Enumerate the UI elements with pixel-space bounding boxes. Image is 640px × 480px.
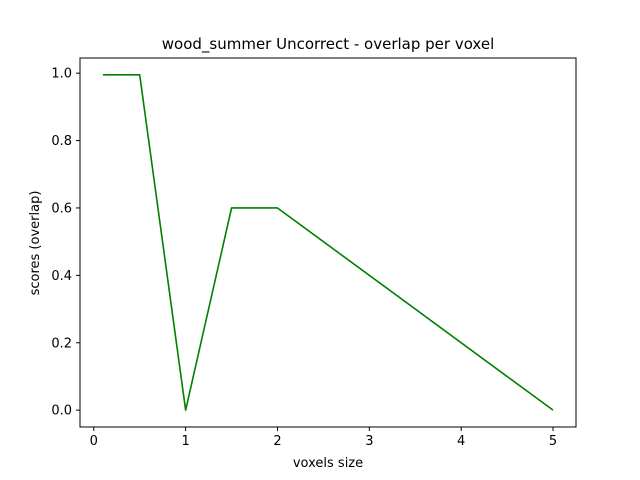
y-axis-label: scores (overlap) [28, 191, 43, 296]
y-tick-label: 0.6 [51, 201, 72, 216]
x-tick-label: 1 [181, 434, 189, 449]
x-tick-label: 3 [365, 434, 373, 449]
x-tick-label: 2 [273, 434, 281, 449]
x-tick-label: 0 [90, 434, 98, 449]
y-tick-label: 0.4 [51, 269, 72, 284]
plot-frame [79, 57, 577, 428]
series-line-0 [102, 74, 554, 411]
y-tick-label: 0.8 [51, 134, 72, 149]
chart-title: wood_summer Uncorrect - overlap per voxe… [162, 35, 495, 54]
x-tick-label: 5 [549, 434, 557, 449]
y-tick-label: 1.0 [51, 67, 72, 82]
x-axis-label: voxels size [293, 456, 363, 471]
y-tick-label: 0.2 [51, 336, 72, 351]
plot-area: 0 1 2 3 4 5 0.0 0.2 0.4 0.6 0.8 1.0 [51, 57, 577, 449]
x-tick-label: 4 [457, 434, 465, 449]
y-tick-label: 0.0 [51, 404, 72, 419]
